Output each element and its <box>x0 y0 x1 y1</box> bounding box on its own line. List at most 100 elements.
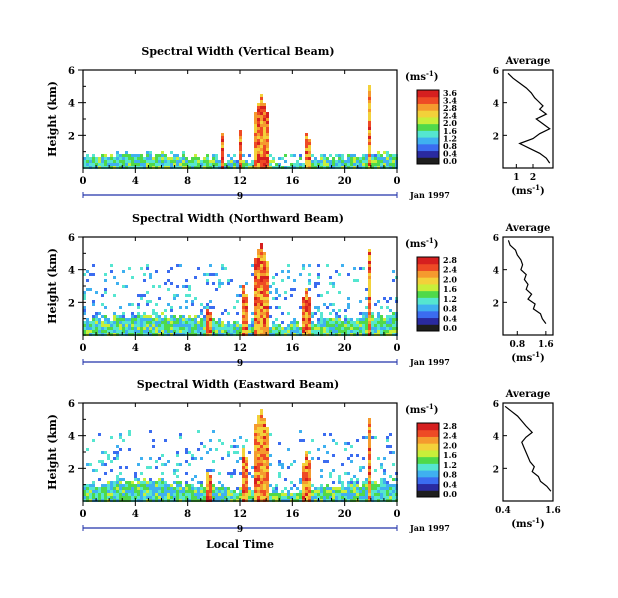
average-frame <box>502 402 554 502</box>
cb-unit: (ms-1) <box>405 402 438 416</box>
colorbar-tick-label: 2.8 <box>443 103 457 113</box>
x-tick-label: 12 <box>233 176 247 187</box>
cb-unit: (ms-1) <box>405 236 438 250</box>
avg-unit: (ms-1) <box>511 183 544 197</box>
average-x-tick-label: 0.4 <box>495 506 511 516</box>
colorbar-tick-label: 3.6 <box>443 88 457 98</box>
x-tick-label: 12 <box>233 343 247 354</box>
colorbar-tick-label: 2.4 <box>443 265 457 275</box>
colorbar-tick-label: 2.0 <box>443 274 457 284</box>
average-x-tick-label: 1 <box>513 173 519 183</box>
colorbar-tick-label: 2.0 <box>443 440 457 450</box>
panel-title: Spectral Width (Vertical Beam) <box>141 45 334 58</box>
heatmap-cells <box>83 243 398 336</box>
x-tick-label: 4 <box>132 343 139 354</box>
y-tick-label: 4 <box>68 266 75 277</box>
average-x-tick-label: 1.6 <box>545 506 561 516</box>
average-y-tick-label: 4 <box>493 433 499 443</box>
colorbar-tick-label: 3.4 <box>443 96 457 106</box>
average-y-tick-label: 4 <box>493 267 499 277</box>
x-tick-label: 0 <box>80 176 87 187</box>
colorbar-tick-label: 0.8 <box>443 304 457 314</box>
average-line <box>507 72 551 164</box>
y-tick-label: 2 <box>68 464 75 475</box>
average-x-tick-label: 0.8 <box>509 340 525 350</box>
x-tick-label: 0 <box>394 176 401 187</box>
colorbar: 3.63.42.82.42.01.61.20.80.40.0 <box>416 88 457 166</box>
colorbar-tick-label: 2.4 <box>443 431 457 441</box>
day-label: 9 <box>237 525 243 535</box>
date-label: Jan 1997 <box>409 357 450 367</box>
x-tick-label: 4 <box>132 176 139 187</box>
date-label: Jan 1997 <box>409 190 450 200</box>
x-tick-label: 8 <box>184 176 191 187</box>
colorbar-tick-label: 2.8 <box>443 255 457 265</box>
x-tick-label: 8 <box>184 343 191 354</box>
x-tick-label: 20 <box>338 176 352 187</box>
colorbar-tick-label: 2.4 <box>443 111 457 121</box>
average-title: Average <box>505 223 551 234</box>
colorbar-tick-label: 0.4 <box>443 479 457 489</box>
average-profile-panel-0: Average 6 4 2 1 2 <box>493 56 554 183</box>
average-y-tick-label: 2 <box>493 299 499 309</box>
y-axis-label: Height (km) <box>46 248 59 324</box>
colorbar-tick-label: 0.0 <box>443 156 457 166</box>
average-x-tick-label: 2 <box>530 173 536 183</box>
day-label: 9 <box>237 359 243 369</box>
average-y-tick-label: 6 <box>493 234 499 244</box>
y-tick-label: 4 <box>68 99 75 110</box>
x-tick-label: 8 <box>184 509 191 520</box>
colorbar-tick-label: 0.0 <box>443 323 457 333</box>
average-frame <box>502 69 554 169</box>
y-axis-label: Height (km) <box>46 414 59 490</box>
colorbar-tick-label: 1.2 <box>443 460 457 470</box>
cb-unit: (ms-1) <box>405 69 438 83</box>
y-tick-label: 6 <box>68 66 75 77</box>
avg-unit: (ms-1) <box>511 350 544 364</box>
average-line <box>507 240 547 324</box>
heatmap-cells <box>83 85 398 169</box>
y-axis-label: Height (km) <box>46 81 59 157</box>
colorbar-tick-label: 1.6 <box>443 450 457 460</box>
date-label: Jan 1997 <box>409 523 450 533</box>
x-tick-label: 16 <box>285 343 299 354</box>
colorbar-tick-label: 0.4 <box>443 313 457 323</box>
x-tick-label: 16 <box>285 176 299 187</box>
x-tick-label: 12 <box>233 509 247 520</box>
x-axis-label: Local Time <box>206 538 274 551</box>
average-y-tick-label: 2 <box>493 465 499 475</box>
colorbar-tick-label: 0.4 <box>443 148 457 158</box>
colorbar-tick-label: 1.2 <box>443 133 457 143</box>
x-tick-label: 4 <box>132 509 139 520</box>
average-x-tick-label: 1.6 <box>538 340 554 350</box>
average-y-tick-label: 2 <box>493 132 499 142</box>
day-label: 9 <box>237 192 243 202</box>
colorbar-tick-label: 2.8 <box>443 421 457 431</box>
y-tick-label: 2 <box>68 131 75 142</box>
average-title: Average <box>505 56 551 67</box>
y-tick-label: 6 <box>68 399 75 410</box>
x-tick-label: 0 <box>80 509 87 520</box>
colorbar-tick-label: 1.6 <box>443 284 457 294</box>
panel-title: Spectral Width (Eastward Beam) <box>137 378 339 391</box>
average-title: Average <box>505 389 551 400</box>
panel-title: Spectral Width (Northward Beam) <box>132 212 344 225</box>
colorbar-tick-label: 1.6 <box>443 126 457 136</box>
y-tick-label: 2 <box>68 298 75 309</box>
colorbar-tick-label: 2.0 <box>443 118 457 128</box>
y-tick-label: 4 <box>68 432 75 443</box>
average-profile-panel-2: Average 6 4 2 0.4 1.6 <box>493 389 561 516</box>
average-y-tick-label: 6 <box>493 67 499 77</box>
average-y-tick-label: 6 <box>493 400 499 410</box>
spectral-width-panel-2: Spectral Width (Eastward Beam) 6 4 2 Height … <box>46 378 457 535</box>
x-tick-label: 0 <box>394 343 401 354</box>
average-line <box>504 405 552 492</box>
heatmap-cells <box>83 409 398 502</box>
colorbar: 2.82.42.01.61.20.80.40.0 <box>416 421 457 499</box>
colorbar: 2.82.42.01.61.20.80.40.0 <box>416 255 457 333</box>
x-tick-label: 0 <box>80 343 87 354</box>
average-y-tick-label: 4 <box>493 100 499 110</box>
colorbar-tick-label: 0.8 <box>443 141 457 151</box>
x-tick-label: 20 <box>338 343 352 354</box>
